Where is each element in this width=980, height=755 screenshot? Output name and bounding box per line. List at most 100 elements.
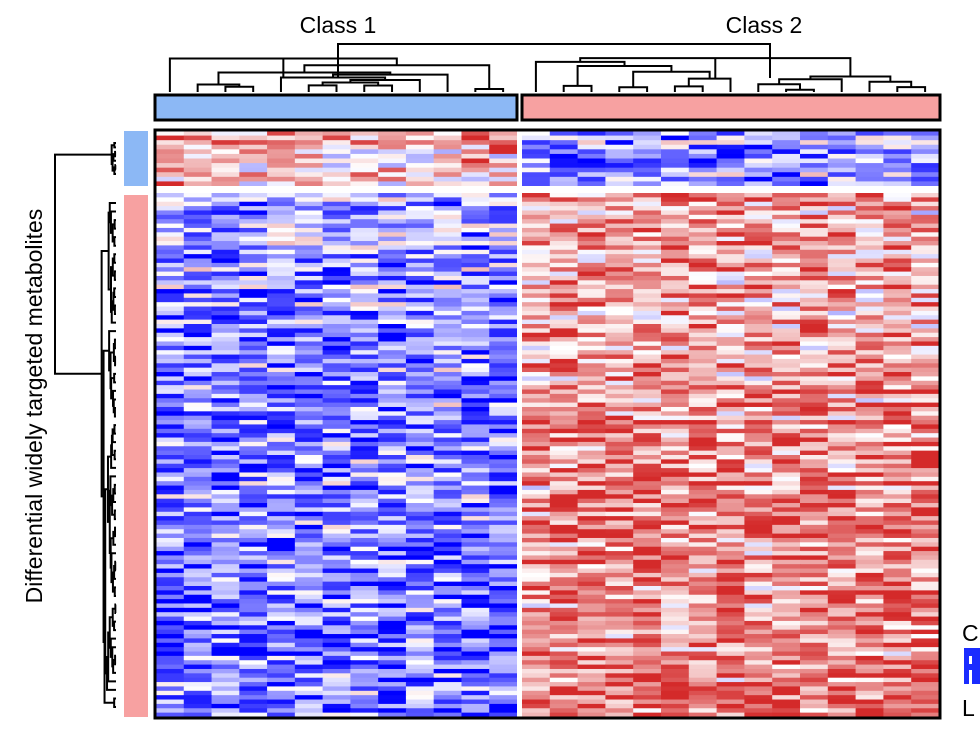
heatmap-cell bbox=[183, 420, 213, 426]
heatmap-cell bbox=[688, 302, 718, 308]
heatmap-cell bbox=[461, 481, 490, 487]
heatmap-cell bbox=[549, 275, 579, 281]
heatmap-cell bbox=[827, 306, 857, 312]
heatmap-cell bbox=[239, 446, 268, 452]
heatmap-cell bbox=[522, 167, 551, 173]
heatmap-cell bbox=[267, 424, 296, 430]
heatmap-cell bbox=[744, 555, 773, 561]
heatmap-cell bbox=[800, 468, 829, 474]
heatmap-cell bbox=[549, 131, 579, 137]
heatmap-cell bbox=[405, 402, 435, 408]
heatmap-cell bbox=[239, 651, 268, 657]
heatmap-cell bbox=[405, 546, 435, 552]
heatmap-cell bbox=[577, 625, 606, 631]
heatmap-cell bbox=[605, 245, 634, 251]
heatmap-cell bbox=[156, 389, 185, 395]
heatmap-cell bbox=[405, 206, 435, 212]
heatmap-cell bbox=[605, 153, 634, 160]
heatmap-cell bbox=[688, 673, 718, 679]
heatmap-cell bbox=[433, 695, 463, 701]
heatmap-cell bbox=[883, 590, 912, 596]
heatmap-cell bbox=[605, 441, 634, 447]
heatmap-cell bbox=[716, 197, 745, 203]
heatmap-cell bbox=[883, 249, 912, 255]
heatmap-cell bbox=[605, 302, 634, 308]
heatmap-cell bbox=[772, 599, 801, 605]
heatmap-cell bbox=[156, 564, 185, 570]
heatmap-cell bbox=[183, 210, 213, 216]
heatmap-cell bbox=[211, 594, 240, 600]
heatmap-cell bbox=[661, 459, 690, 465]
heatmap-cell bbox=[322, 176, 351, 183]
heatmap-cell bbox=[911, 201, 940, 207]
heatmap-cell bbox=[800, 172, 829, 178]
heatmap-cell bbox=[911, 503, 940, 508]
heatmap-cell bbox=[183, 319, 213, 325]
heatmap-cell bbox=[350, 197, 379, 203]
heatmap-cell bbox=[577, 163, 606, 169]
heatmap-cell bbox=[405, 310, 435, 316]
heatmap-cell bbox=[156, 367, 185, 373]
heatmap-cell bbox=[267, 564, 296, 570]
heatmap-cell bbox=[350, 690, 379, 696]
heatmap-cell bbox=[350, 158, 379, 164]
heatmap-cell bbox=[211, 393, 240, 399]
heatmap-cell bbox=[549, 284, 579, 290]
heatmap-cell bbox=[827, 402, 857, 408]
heatmap-cell bbox=[855, 163, 884, 169]
heatmap-cell bbox=[350, 459, 379, 465]
heatmap-cell bbox=[549, 686, 579, 692]
heatmap-cell bbox=[772, 682, 801, 688]
heatmap-cell bbox=[883, 332, 912, 338]
heatmap-cell bbox=[378, 302, 407, 308]
heatmap-cell bbox=[911, 599, 940, 605]
heatmap-cell bbox=[183, 581, 213, 587]
heatmap-cell bbox=[294, 406, 324, 412]
heatmap-cell bbox=[605, 341, 634, 347]
heatmap-cell bbox=[378, 245, 407, 251]
heatmap-cell bbox=[267, 703, 296, 709]
heatmap-cell bbox=[522, 315, 551, 321]
heatmap-cell bbox=[522, 275, 551, 281]
heatmap-cell bbox=[883, 236, 912, 242]
heatmap-cell bbox=[800, 677, 829, 683]
heatmap-cell bbox=[744, 167, 773, 173]
heatmap-cell bbox=[461, 376, 490, 382]
heatmap-cell bbox=[461, 176, 490, 183]
heatmap-cell bbox=[433, 564, 463, 570]
heatmap-cell bbox=[827, 433, 857, 439]
heatmap-cell bbox=[405, 533, 435, 539]
heatmap-cell bbox=[239, 402, 268, 408]
heatmap-cell bbox=[855, 201, 884, 207]
heatmap-cell bbox=[522, 459, 551, 465]
heatmap-cell bbox=[883, 537, 912, 543]
heatmap-cell bbox=[522, 476, 551, 482]
heatmap-cell bbox=[633, 315, 662, 321]
heatmap-cell bbox=[883, 153, 912, 160]
heatmap-cell bbox=[156, 345, 185, 351]
heatmap-cell bbox=[549, 433, 579, 439]
heatmap-cell bbox=[489, 524, 518, 530]
heatmap-cell bbox=[322, 472, 351, 478]
heatmap-cell bbox=[800, 651, 829, 657]
heatmap-cell bbox=[661, 450, 690, 456]
heatmap-cell bbox=[549, 695, 579, 701]
heatmap-cell bbox=[267, 607, 296, 613]
heatmap-cell bbox=[294, 172, 324, 178]
heatmap-cell bbox=[183, 682, 213, 688]
heatmap-cell bbox=[688, 481, 718, 487]
heatmap-cell bbox=[883, 498, 912, 504]
heatmap-cell bbox=[661, 302, 690, 308]
heatmap-cell bbox=[405, 555, 435, 561]
heatmap-cell bbox=[744, 402, 773, 408]
heatmap-cell bbox=[800, 520, 829, 526]
heatmap-cell bbox=[605, 324, 634, 329]
heatmap-cell bbox=[688, 424, 718, 430]
heatmap-cell bbox=[322, 638, 351, 644]
heatmap-cell bbox=[489, 607, 518, 613]
heatmap-cell bbox=[688, 324, 718, 329]
heatmap-cell bbox=[378, 446, 407, 452]
heatmap-cell bbox=[211, 577, 240, 583]
heatmap-cell bbox=[211, 358, 240, 364]
heatmap-cell bbox=[378, 642, 407, 648]
